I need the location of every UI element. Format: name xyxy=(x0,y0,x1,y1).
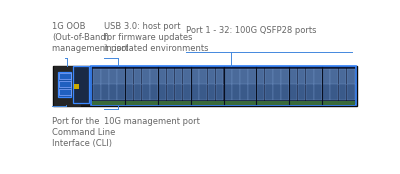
Bar xyxy=(208,84,215,100)
Bar xyxy=(224,69,232,85)
Bar xyxy=(166,84,174,100)
Bar xyxy=(150,69,158,85)
Bar xyxy=(91,66,356,105)
Bar xyxy=(142,69,150,85)
Bar xyxy=(330,84,338,100)
Bar xyxy=(339,69,346,85)
Bar xyxy=(248,69,256,85)
Bar xyxy=(224,84,232,100)
Bar xyxy=(257,69,264,85)
Bar xyxy=(183,84,191,100)
Bar xyxy=(59,73,71,79)
Bar xyxy=(199,69,207,85)
Bar xyxy=(216,84,224,100)
Bar xyxy=(298,84,306,100)
Bar xyxy=(158,69,166,85)
Bar xyxy=(117,69,125,85)
Bar xyxy=(290,84,297,100)
Bar xyxy=(339,84,346,100)
Bar xyxy=(74,84,79,89)
Bar xyxy=(142,84,150,100)
Bar xyxy=(92,101,355,105)
Bar xyxy=(265,69,273,85)
Bar xyxy=(240,84,248,100)
Bar xyxy=(93,84,100,100)
Bar xyxy=(290,69,297,85)
Bar xyxy=(101,84,109,100)
Bar xyxy=(314,69,322,85)
Text: USB 3.0: host port
for firmware updates
in isolated environments: USB 3.0: host port for firmware updates … xyxy=(104,22,209,53)
Bar xyxy=(126,84,133,100)
Bar xyxy=(134,84,142,100)
Bar xyxy=(232,84,240,100)
Bar xyxy=(183,69,191,85)
Bar xyxy=(150,84,158,100)
Bar xyxy=(208,69,215,85)
Bar xyxy=(117,84,125,100)
Bar xyxy=(53,66,357,106)
Bar xyxy=(58,72,71,97)
Bar xyxy=(314,84,322,100)
Bar xyxy=(273,84,281,100)
Bar xyxy=(93,69,100,85)
Bar xyxy=(298,69,306,85)
Bar xyxy=(281,69,289,85)
Bar xyxy=(265,84,273,100)
Bar xyxy=(59,89,71,95)
Bar xyxy=(126,69,133,85)
Bar xyxy=(281,84,289,100)
Bar xyxy=(175,69,182,85)
Bar xyxy=(191,84,199,100)
Bar xyxy=(330,69,338,85)
Bar xyxy=(322,69,330,85)
Bar xyxy=(347,84,354,100)
Bar xyxy=(54,66,80,106)
Bar xyxy=(232,69,240,85)
Bar xyxy=(134,69,142,85)
Text: Port for the
Command Line
Interface (CLI): Port for the Command Line Interface (CLI… xyxy=(52,117,116,148)
Bar xyxy=(73,66,89,103)
Bar xyxy=(322,84,330,100)
Bar xyxy=(273,69,281,85)
Bar xyxy=(306,69,314,85)
Bar xyxy=(158,84,166,100)
Bar xyxy=(191,69,199,85)
Bar xyxy=(257,84,264,100)
Text: Port 1 - 32: 100G QSFP28 ports: Port 1 - 32: 100G QSFP28 ports xyxy=(186,26,317,35)
Bar xyxy=(216,69,224,85)
Bar xyxy=(166,69,174,85)
Bar xyxy=(248,84,256,100)
Bar xyxy=(59,81,71,87)
Bar xyxy=(347,69,354,85)
Bar xyxy=(306,84,314,100)
Bar xyxy=(109,84,117,100)
Bar xyxy=(101,69,109,85)
Bar xyxy=(109,69,117,85)
Text: 10G management port: 10G management port xyxy=(104,117,200,126)
Bar xyxy=(199,84,207,100)
Bar xyxy=(240,69,248,85)
Bar xyxy=(175,84,182,100)
Text: 1G OOB
(Out-of-Band)
management port: 1G OOB (Out-of-Band) management port xyxy=(52,22,129,53)
